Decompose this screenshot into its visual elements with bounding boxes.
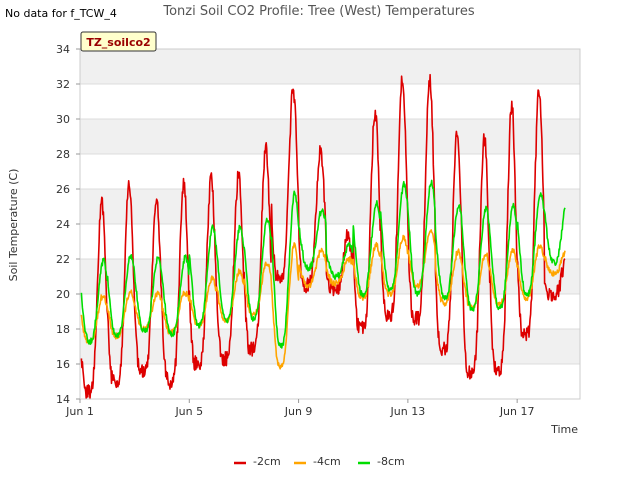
no-data-note: No data for f_TCW_4	[5, 7, 117, 20]
plot-background-bands	[80, 49, 580, 399]
legend: -2cm -4cm -8cm	[234, 455, 405, 468]
plot-band	[80, 329, 580, 364]
y-tick-label: 14	[56, 393, 70, 406]
x-tick-label: Jun 5	[174, 405, 203, 418]
badge-label: TZ_soilco2	[86, 36, 150, 49]
y-tick-label: 34	[56, 43, 70, 56]
plot-band	[80, 364, 580, 399]
series-lines	[80, 73, 566, 400]
badge: TZ_soilco2	[80, 31, 157, 52]
y-tick-label: 20	[56, 288, 70, 301]
chart-title: Tonzi Soil CO2 Profile: Tree (West) Temp…	[162, 4, 475, 19]
y-axis-label: Soil Temperature (C)	[7, 169, 20, 282]
series-line-neg8cm	[80, 179, 566, 349]
legend-label: -8cm	[377, 455, 405, 468]
x-tick-label: Jun 1	[65, 405, 94, 418]
series-line-neg4cm	[80, 229, 566, 370]
y-tick-label: 22	[56, 253, 70, 266]
plot-band	[80, 119, 580, 154]
x-tick-label: Jun 9	[284, 405, 313, 418]
plot-band	[80, 224, 580, 259]
legend-label: -2cm	[253, 455, 281, 468]
y-tick-label: 24	[56, 218, 70, 231]
y-tick-label: 32	[56, 78, 70, 91]
plot-band	[80, 154, 580, 189]
badge-box	[80, 31, 157, 52]
x-axis-ticks: Jun 1 Jun 5 Jun 9 Jun 13 Jun 17	[65, 399, 535, 418]
plot-band	[80, 49, 580, 84]
legend-label: -4cm	[313, 455, 341, 468]
y-tick-label: 18	[56, 323, 70, 336]
x-tick-label: Jun 13	[390, 405, 426, 418]
plot-band	[80, 189, 580, 224]
y-axis-ticks: 14 16 18 20 22 24 26 28 30 32 34	[56, 43, 80, 406]
plot-band	[80, 84, 580, 119]
y-tick-label: 30	[56, 113, 70, 126]
x-tick-label: Jun 17	[499, 405, 535, 418]
y-tick-label: 28	[56, 148, 70, 161]
x-axis-label: Time	[550, 423, 578, 436]
y-tick-label: 16	[56, 358, 70, 371]
y-tick-label: 26	[56, 183, 70, 196]
